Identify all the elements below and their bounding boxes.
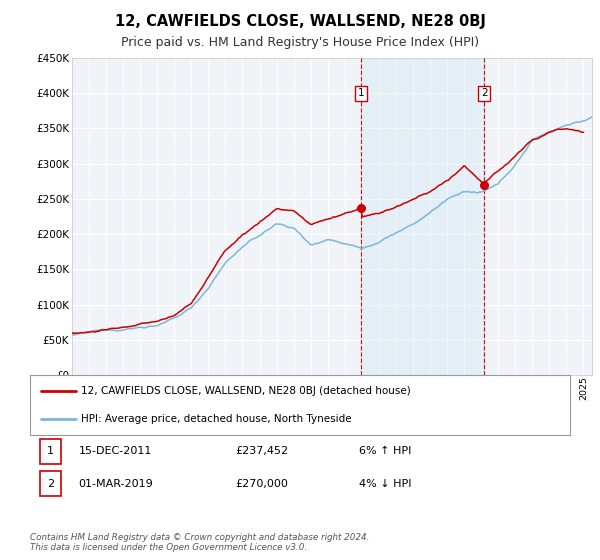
Text: Contains HM Land Registry data © Crown copyright and database right 2024.
This d: Contains HM Land Registry data © Crown c… (30, 533, 370, 552)
Text: 15-DEC-2011: 15-DEC-2011 (79, 446, 152, 456)
Text: Price paid vs. HM Land Registry's House Price Index (HPI): Price paid vs. HM Land Registry's House … (121, 36, 479, 49)
Text: 12, CAWFIELDS CLOSE, WALLSEND, NE28 0BJ: 12, CAWFIELDS CLOSE, WALLSEND, NE28 0BJ (115, 14, 485, 29)
FancyBboxPatch shape (40, 472, 61, 496)
Text: HPI: Average price, detached house, North Tyneside: HPI: Average price, detached house, Nort… (82, 414, 352, 424)
Text: 1: 1 (47, 446, 54, 456)
Text: 01-MAR-2019: 01-MAR-2019 (79, 479, 154, 489)
Bar (361, 58, 484, 375)
Text: 6% ↑ HPI: 6% ↑ HPI (359, 446, 412, 456)
Text: £237,452: £237,452 (235, 446, 289, 456)
Text: 1: 1 (358, 88, 364, 98)
Text: 2: 2 (481, 88, 487, 98)
Text: £270,000: £270,000 (235, 479, 288, 489)
Text: 12, CAWFIELDS CLOSE, WALLSEND, NE28 0BJ (detached house): 12, CAWFIELDS CLOSE, WALLSEND, NE28 0BJ … (82, 386, 411, 396)
FancyBboxPatch shape (40, 439, 61, 464)
Text: 2: 2 (47, 479, 54, 489)
Text: 4% ↓ HPI: 4% ↓ HPI (359, 479, 412, 489)
